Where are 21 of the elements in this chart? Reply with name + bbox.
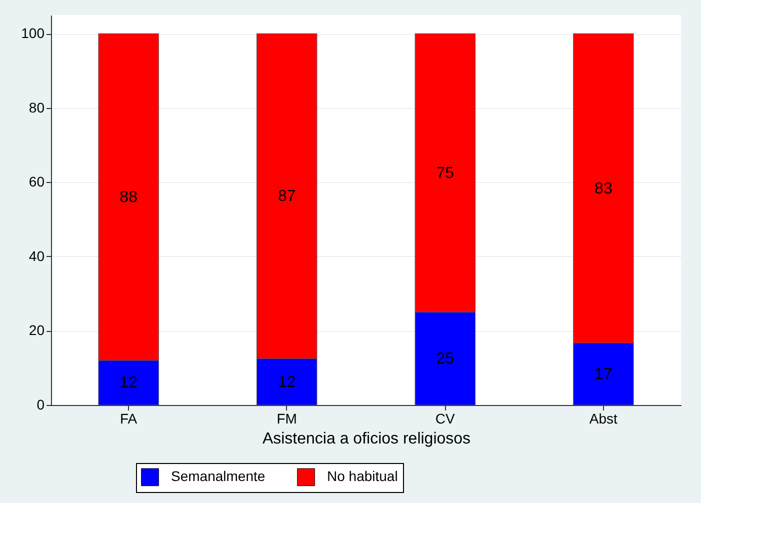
data-label: 88: [120, 189, 138, 206]
y-tick-label: 60: [28, 174, 45, 190]
x-tick-label: FA: [120, 410, 138, 426]
data-label: 12: [120, 374, 138, 392]
x-axis-title: Asistencia a oficios religiosos: [262, 430, 471, 448]
x-tick-label: Abst: [589, 410, 618, 426]
legend-label: No habitual: [327, 468, 398, 484]
data-label: 83: [594, 180, 612, 198]
y-tick-label: 100: [21, 25, 45, 42]
y-tick-label: 80: [28, 99, 45, 116]
data-label: 12: [278, 374, 296, 391]
x-tick-label: FM: [276, 410, 297, 426]
y-tick-label: 20: [28, 322, 45, 338]
legend-label: Semanalmente: [171, 468, 266, 484]
y-tick-label: 0: [36, 396, 45, 412]
data-label: 25: [436, 350, 454, 368]
data-label: 75: [436, 164, 454, 182]
x-tick-label: CV: [435, 410, 456, 426]
y-tick-label: 40: [28, 248, 45, 264]
data-label: 87: [278, 188, 296, 206]
data-label: 17: [594, 366, 612, 383]
